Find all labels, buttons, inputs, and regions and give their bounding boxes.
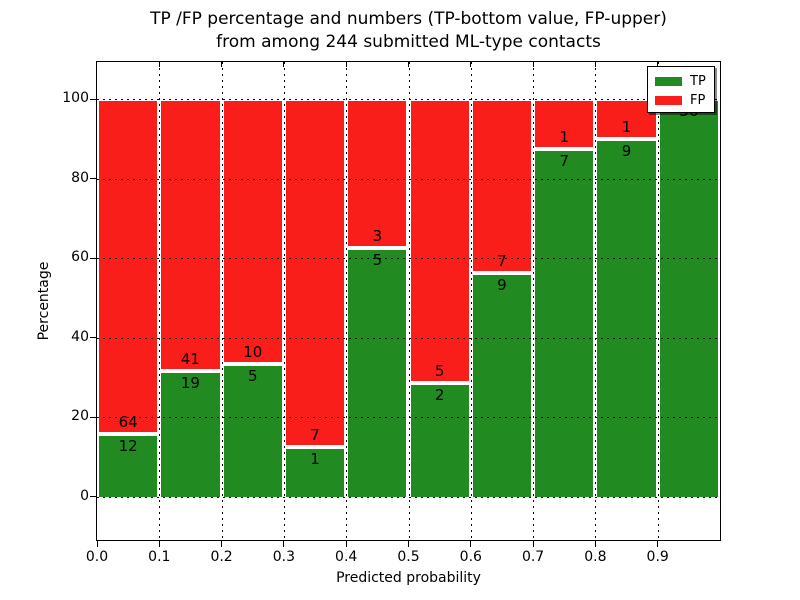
bar-segment-tp — [533, 149, 596, 497]
bar-segment-tp — [97, 433, 160, 497]
y-tick-label: 60 — [71, 249, 89, 266]
x-axis-tick-top — [283, 62, 285, 67]
legend-item-fp: FP — [648, 91, 714, 110]
x-axis-tick — [657, 541, 659, 547]
fp-count-label: 64 — [118, 412, 138, 431]
x-tick-label: 0.0 — [85, 549, 109, 565]
tp-count-label: 2 — [434, 386, 445, 405]
tp-count-label: 12 — [118, 436, 138, 455]
x-axis-tick-top — [470, 62, 472, 67]
bar-segment-tp — [159, 370, 222, 497]
y-axis-tick — [90, 98, 96, 100]
tp-count-label: 9 — [621, 142, 632, 161]
x-axis-tick — [158, 541, 160, 547]
x-gridline — [408, 62, 410, 540]
y-axis-tick — [90, 337, 96, 339]
tp-swatch-icon — [655, 77, 682, 86]
x-tick-label: 0.4 — [335, 549, 358, 565]
x-axis-tick-top — [532, 62, 534, 67]
chart-title: TP /FP percentage and numbers (TP-bottom… — [96, 8, 721, 54]
y-axis-tick — [90, 257, 96, 259]
plot-area: 64124119105713552791719360204060801000.0… — [62, 61, 721, 565]
fp-count-label: 7 — [497, 252, 507, 271]
bar-segment-fp — [470, 99, 534, 274]
x-axis-tick-top — [594, 62, 596, 67]
tp-count-label: 5 — [372, 251, 383, 270]
x-gridline — [470, 62, 472, 540]
tp-count-label: 9 — [497, 276, 507, 295]
tp-count-label: 19 — [180, 373, 200, 392]
x-axis-tick — [283, 541, 285, 547]
bar-segment-tp — [408, 383, 471, 497]
y-tick-label: 20 — [71, 408, 89, 425]
x-gridline — [221, 62, 223, 540]
y-tick-label: 80 — [71, 169, 89, 186]
y-tick-label: 0 — [80, 487, 89, 504]
x-axis-tick — [96, 541, 98, 547]
fp-swatch-icon — [655, 96, 682, 105]
fp-count-label: 41 — [180, 349, 200, 368]
legend-label-tp: TP — [690, 74, 706, 89]
x-tick-label: 0.2 — [210, 549, 233, 565]
y-axis-tick — [90, 178, 96, 180]
fp-count-label: 5 — [434, 362, 445, 381]
bar-segment-tp — [283, 447, 347, 497]
x-axis-tick — [594, 541, 596, 547]
fp-count-label: 10 — [243, 343, 263, 362]
x-axis-tick-top — [158, 62, 160, 67]
y-tick-label: 40 — [71, 328, 89, 345]
x-axis-label: Predicted probability — [336, 570, 481, 586]
bar-segment-fp — [346, 99, 409, 249]
y-axis-tick — [90, 496, 96, 498]
bar-segment-fp — [159, 99, 222, 371]
x-tick-label: 0.3 — [272, 549, 296, 565]
x-axis-tick-top — [657, 62, 659, 67]
fp-count-label: 7 — [310, 426, 320, 445]
legend: TP FP — [647, 66, 715, 113]
x-axis-tick-top — [408, 62, 409, 67]
bar-segment-fp — [221, 99, 284, 365]
legend-item-tp: TP — [648, 72, 714, 91]
fp-count-label: 1 — [559, 128, 570, 147]
fp-count-label: 3 — [372, 227, 383, 246]
legend-label-fp: FP — [690, 93, 706, 108]
bar-segment-fp — [283, 99, 347, 448]
x-gridline — [595, 62, 597, 540]
x-tick-label: 0.1 — [148, 549, 171, 565]
x-tick-label: 0.8 — [584, 549, 607, 565]
tp-count-label: 7 — [559, 152, 570, 171]
x-tick-label: 0.7 — [521, 549, 545, 565]
x-axis-tick — [345, 541, 347, 547]
x-tick-label: 0.5 — [397, 549, 420, 565]
fp-count-label: 1 — [621, 118, 632, 137]
x-axis-tick-top — [345, 62, 347, 67]
bar-segment-fp — [97, 99, 160, 434]
x-gridline — [533, 62, 535, 540]
bar-segment-tp — [657, 99, 720, 497]
chart-title-line1: TP /FP percentage and numbers (TP-bottom… — [150, 9, 667, 29]
chart-title-line2: from among 244 submitted ML-type contact… — [216, 32, 601, 52]
tp-count-label: 1 — [310, 450, 320, 469]
tp-count-label: 5 — [247, 367, 258, 386]
bar-segment-tp — [470, 273, 534, 497]
bar-segment-tp — [595, 139, 658, 497]
x-axis-tick-top — [221, 62, 223, 67]
x-gridline — [159, 62, 161, 540]
x-axis-tick — [408, 541, 409, 547]
x-gridline — [346, 62, 348, 540]
y-axis-tick — [90, 416, 96, 418]
x-axis-tick — [470, 541, 472, 547]
bar-segment-fp — [408, 99, 471, 384]
bar-segment-tp — [346, 248, 409, 497]
x-tick-label: 0.9 — [646, 549, 669, 565]
x-gridline — [657, 62, 659, 540]
x-gridline — [283, 62, 285, 540]
bar-segment-tp — [221, 364, 284, 497]
x-tick-label: 0.6 — [459, 549, 482, 565]
x-axis-tick — [221, 541, 223, 547]
x-axis-tick — [532, 541, 534, 547]
y-tick-label: 100 — [62, 90, 89, 107]
